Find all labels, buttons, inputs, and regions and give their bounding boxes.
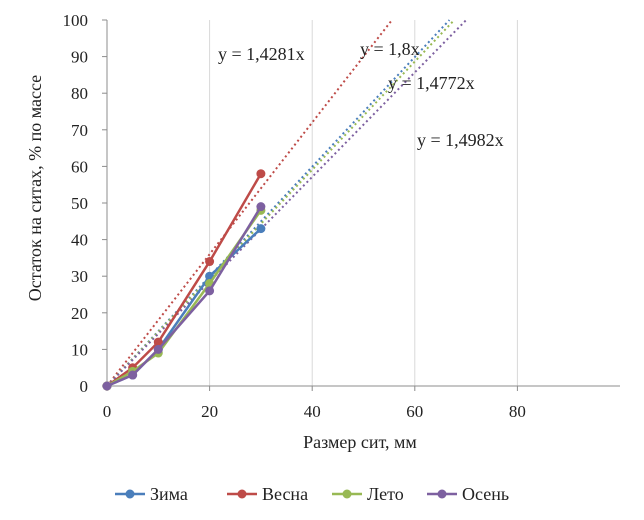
data-point-1-2 [153,337,163,347]
y-tick-label: 0 [80,377,89,396]
data-point-1-3 [205,257,215,267]
y-tick-label: 100 [63,11,89,30]
series-line-1 [106,173,262,388]
data-point-3-4 [256,202,266,212]
legend-marker-3 [437,489,447,499]
series-line-2 [106,209,262,388]
x-tick-label: 60 [406,402,423,421]
y-tick-label: 70 [71,121,88,140]
y-tick-label: 20 [71,304,88,323]
trendline-layer [106,19,467,387]
axes-layer [102,19,620,391]
x-tick-label: 40 [304,402,321,421]
data-point-3-2 [153,344,163,354]
y-tick-label: 90 [71,48,88,67]
legend: Зима Весна Лето Осень [115,484,509,504]
trendline-3 [106,19,467,387]
trendline-1 [106,19,393,387]
data-point-1-4 [256,169,266,179]
x-tick-label: 80 [509,402,526,421]
y-tick-label: 10 [71,340,88,359]
x-tick-label: 0 [103,402,112,421]
data-point-0-4 [256,224,266,234]
legend-marker-2 [342,489,352,499]
legend-marker-1 [237,489,247,499]
y-tick-label: 40 [71,231,88,250]
trendline-2 [106,19,456,387]
y-tick-label: 60 [71,157,88,176]
grid-layer [209,20,518,386]
x-tick-label: 20 [201,402,218,421]
legend-label: Осень [462,484,509,504]
trendline-equation: y = 1,4281x [218,44,305,64]
y-tick-label: 50 [71,194,88,213]
legend-label: Лето [367,484,404,504]
data-point-3-3 [205,286,215,296]
trendline-equation: y = 1,8x [360,39,420,59]
y-tick-label: 30 [71,267,88,286]
legend-label: Зима [150,484,188,504]
trendline-0 [106,19,451,387]
y-axis-title: Остаток на ситах, % по массе [25,75,45,301]
trendline-equation: y = 1,4982x [417,130,504,150]
trendline-equation: y = 1,4772x [388,73,475,93]
series-layer [102,169,266,391]
data-point-3-1 [128,370,138,380]
series-line-3 [106,206,262,388]
x-axis-title: Размер сит, мм [303,432,417,452]
legend-marker-0 [125,489,135,499]
y-tick-label: 80 [71,84,88,103]
data-point-3-0 [102,381,112,391]
label-layer: 0 10 20 30 40 50 60 70 80 90 100 0 20 40 60 80 y = 1,498… [63,11,526,421]
legend-label: Весна [262,484,308,504]
